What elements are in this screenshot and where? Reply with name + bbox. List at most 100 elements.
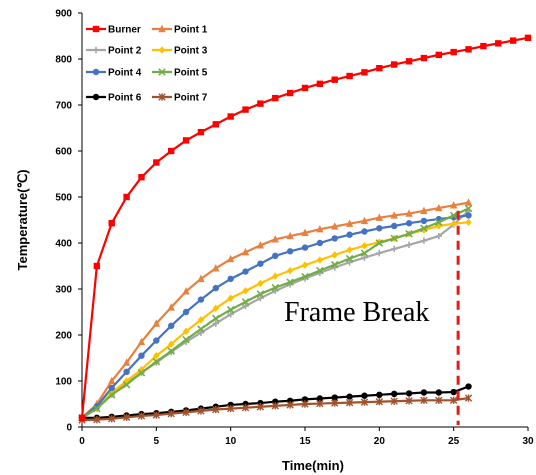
data-point-point-1 xyxy=(301,228,309,237)
legend-swatch-marker xyxy=(92,68,100,76)
data-point-burner xyxy=(182,137,190,144)
data-point-point-7 xyxy=(420,396,428,405)
data-point-point-4 xyxy=(182,308,190,316)
y-tick-label: 800 xyxy=(55,55,72,66)
legend-item-point-4: Point 4 xyxy=(86,68,142,79)
legend-item-point-5: Point 5 xyxy=(152,68,208,79)
data-point-point-4 xyxy=(346,231,353,238)
data-point-point-5 xyxy=(182,335,190,344)
data-point-point-7 xyxy=(108,415,116,423)
data-point-point-2 xyxy=(197,329,205,336)
data-point-point-4 xyxy=(405,220,413,227)
data-point-point-5 xyxy=(167,347,175,355)
legend-swatch-marker xyxy=(158,46,166,54)
data-point-point-5 xyxy=(420,224,428,233)
y-tick-label: 600 xyxy=(55,147,72,158)
data-point-burner xyxy=(242,106,249,113)
data-point-burner xyxy=(331,76,338,83)
x-tick-label: 15 xyxy=(299,436,311,447)
data-point-point-3 xyxy=(242,287,249,295)
data-point-point-6 xyxy=(450,388,457,396)
data-point-point-2 xyxy=(227,311,234,318)
data-point-point-2 xyxy=(391,245,398,253)
data-point-point-5 xyxy=(152,357,161,366)
data-point-point-4 xyxy=(272,252,279,260)
data-point-point-7 xyxy=(301,400,309,408)
legend-label: Point 3 xyxy=(174,46,208,57)
data-point-point-1 xyxy=(390,211,398,219)
data-point-point-4 xyxy=(153,337,160,344)
data-point-burner xyxy=(197,128,205,136)
y-tick-label: 0 xyxy=(66,423,72,434)
legend-item-point-3: Point 3 xyxy=(152,46,208,57)
data-point-point-7 xyxy=(93,415,101,424)
data-point-burner xyxy=(138,174,145,181)
data-point-burner xyxy=(93,262,101,270)
data-point-point-5 xyxy=(197,325,205,333)
x-tick-label: 0 xyxy=(79,436,85,447)
y-tick-label: 400 xyxy=(55,239,72,250)
data-point-point-1 xyxy=(286,231,294,240)
data-point-point-1 xyxy=(345,219,354,227)
data-point-point-4 xyxy=(331,235,338,242)
data-point-point-5 xyxy=(271,283,280,292)
data-point-point-5 xyxy=(405,230,413,238)
data-point-point-4 xyxy=(242,268,249,275)
data-point-point-4 xyxy=(227,275,234,283)
data-point-point-6 xyxy=(301,396,309,403)
data-point-point-7 xyxy=(286,401,294,409)
data-point-point-7 xyxy=(241,403,250,412)
data-point-burner xyxy=(108,220,115,227)
data-point-point-7 xyxy=(271,402,279,410)
data-point-point-6 xyxy=(405,390,413,397)
data-point-point-5 xyxy=(435,218,443,227)
data-point-point-2 xyxy=(242,302,249,310)
data-point-point-7 xyxy=(435,396,443,405)
data-point-point-7 xyxy=(152,411,161,419)
data-point-point-1 xyxy=(241,248,250,256)
data-point-point-7 xyxy=(390,397,398,405)
data-point-point-5 xyxy=(360,249,369,257)
data-point-burner xyxy=(480,42,487,50)
data-point-point-7 xyxy=(122,413,131,422)
data-point-point-3 xyxy=(257,279,264,288)
data-point-point-5 xyxy=(137,368,146,377)
legend-label: Burner xyxy=(108,25,141,36)
data-point-point-7 xyxy=(360,398,369,406)
data-point-burner xyxy=(212,121,219,128)
legend-swatch-marker xyxy=(92,46,100,54)
legend-swatch-marker xyxy=(158,24,166,33)
data-point-point-4 xyxy=(138,352,145,359)
data-point-point-5 xyxy=(316,266,324,275)
data-point-burner xyxy=(361,69,368,76)
data-point-point-3 xyxy=(286,266,294,275)
data-point-point-1 xyxy=(435,203,443,212)
series-line-burner xyxy=(80,36,529,418)
y-tick-label: 300 xyxy=(55,285,72,296)
data-point-burner xyxy=(450,48,457,56)
data-point-burner xyxy=(168,147,175,155)
data-point-point-3 xyxy=(316,256,324,264)
data-point-burner xyxy=(524,34,532,42)
data-point-point-6 xyxy=(465,383,472,390)
y-tick-label: 500 xyxy=(55,193,72,204)
legend-label: Point 1 xyxy=(174,25,208,36)
data-point-point-7 xyxy=(197,407,205,415)
y-tick-label: 100 xyxy=(55,377,72,388)
data-point-point-4 xyxy=(286,248,294,255)
data-point-point-5 xyxy=(226,305,235,314)
data-point-point-5 xyxy=(241,298,250,306)
data-point-point-4 xyxy=(391,222,398,230)
data-point-point-6 xyxy=(331,394,338,401)
data-point-burner xyxy=(495,40,502,47)
data-point-point-3 xyxy=(153,352,160,360)
data-point-burner xyxy=(272,94,279,102)
legend-label: Point 4 xyxy=(108,68,142,79)
data-point-point-7 xyxy=(316,399,324,408)
data-point-point-7 xyxy=(137,412,146,420)
data-point-point-1 xyxy=(360,216,369,225)
data-point-point-7 xyxy=(167,409,175,418)
data-point-point-2 xyxy=(376,249,383,257)
